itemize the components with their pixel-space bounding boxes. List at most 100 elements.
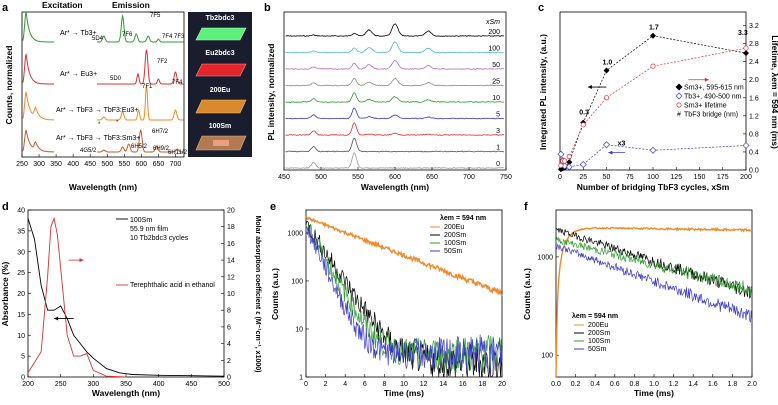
decay-curve-f-content-3 (555, 243, 753, 324)
y-tick-label-right-d: 8 (227, 308, 231, 315)
y-tick-label-right-c: 0.4 (749, 149, 759, 156)
x-tick-label-f-content: 1.6 (708, 381, 718, 388)
panel-letter-a: a (2, 2, 9, 14)
y-tick-label-d: 40 (17, 208, 25, 215)
peak-5D4: 5D4 (92, 36, 104, 42)
y-tick-label-d: 20 (17, 291, 25, 298)
point-c-lifetime (566, 153, 572, 160)
plot-frame-f (555, 209, 753, 378)
x-tick-label-d: 400 (153, 381, 165, 388)
x-tick-label-f-content: 0.8 (630, 381, 640, 388)
x-tick-label-d: 200 (22, 381, 34, 388)
series-label-a-2: Ar* → TbF3 → TbF3:Eu3+ (56, 107, 138, 114)
x-tick-label-f-content: 0.2 (571, 381, 581, 388)
peak-7F3: 7F3 (174, 34, 185, 40)
y-tick-label-right-c: 2.8 (749, 41, 759, 48)
plot-frame-a (21, 11, 185, 158)
x-tick-label-e-content: 14 (439, 381, 447, 388)
y-tick-label-right-d: 16 (227, 241, 235, 248)
emission-curve-a-2 (97, 84, 184, 121)
arrow-head-d-red (79, 258, 84, 263)
x-tick-label-e-content: 0 (304, 381, 308, 388)
decay-curve-f-content-2 (555, 236, 753, 297)
pl-curve-b-200 (285, 23, 504, 37)
x-tick-label-e-content: 12 (420, 381, 428, 388)
y-tick-label-right-c: 1.6 (749, 95, 759, 102)
y-axis-label-a: Counts, normalized (4, 46, 14, 125)
y-tick-label-right-c: 2.0 (749, 77, 759, 84)
legend-d-tpa: Terephthalic acid in ethanol (130, 282, 215, 289)
series-line-c-0 (560, 35, 747, 170)
x-tick-label-b: 700 (463, 174, 475, 181)
x-tick-label-e-content: 6 (363, 381, 367, 388)
legend-label-e: 50Sm (444, 248, 462, 255)
series-label-a-1: Ar* → Eu3+ (60, 71, 97, 78)
emission-label: Emission (112, 0, 150, 10)
point-c-lifetime (743, 45, 749, 51)
x-axis-label-a: Wavelength (nm) (69, 182, 137, 192)
legend-marker-c (675, 92, 683, 100)
x-tick-label-d: 450 (185, 381, 197, 388)
photo-tb2bdc3: Tb2bdc3 (195, 15, 247, 41)
photo-eu2bdc3: Eu2bdc3 (195, 50, 247, 77)
y-axis-label-b: PL intensity, normalized (266, 44, 276, 141)
x-tick-label-f-content: 2.0 (747, 381, 757, 388)
decay-curve-f-content-1 (555, 227, 753, 300)
legend-title-b: xSm (485, 19, 500, 26)
x-tick-label-a: 400 (67, 161, 79, 168)
pl-curve-b-1 (285, 137, 504, 153)
x-tick-label-d: 350 (120, 381, 132, 388)
y-tick-label-d: 30 (17, 249, 25, 256)
series-label-a-0: Ar* → Tb3+ (60, 30, 97, 37)
x-tick-label-e-content: 2 (324, 381, 328, 388)
y-tick-label-right-c: 0.8 (749, 131, 759, 138)
point-c-tb (557, 150, 565, 158)
point-c-sm (743, 50, 749, 57)
y-axis-right-label-c: Lifetime, λem = 594 nm (ms) (770, 35, 778, 149)
x-tick-label-c: 0 (558, 174, 562, 181)
y-tick-label-right-d: 10 (227, 291, 235, 298)
asterisk-1: * (98, 122, 101, 128)
x-tick-label-c: 100 (647, 174, 659, 181)
photo-label-100sm: 100Sm (209, 123, 232, 130)
legend-label-e: 200Sm (444, 232, 466, 239)
y-tick-label-d: 0 (21, 375, 25, 382)
x-tick-label-a: 450 (84, 161, 96, 168)
panel-letter-f: f (524, 201, 528, 213)
legend-label-f: 200Eu (588, 322, 608, 329)
y-tick-label-right-d: 4 (227, 341, 231, 348)
legend-title-e: λem = 594 nm (440, 214, 486, 222)
absorbance-curve-d-0 (27, 218, 225, 377)
legend-item-b: 5 (496, 112, 500, 119)
x-axis-label-c: Number of bridging TbF3 cycles, xSm (577, 182, 730, 192)
x-tick-label-e-content: 16 (459, 381, 467, 388)
y-tick-label-e-content: 1 (299, 375, 303, 382)
panel-b: b 450 500 550 600 650 700 750 2001005025105310… (264, 2, 512, 192)
point-c-tb (579, 160, 587, 168)
emission-curve-a-1 (97, 49, 184, 85)
x-tick-label-e-content: 4 (343, 381, 347, 388)
panel-f: f 0.0 0.2 0.4 0.6 0.8 1.0 1.2 1.4 1.6 1.8 2.0 100 10… (522, 201, 757, 398)
point-c-sm (603, 67, 610, 74)
point-c-lifetime (603, 95, 610, 101)
legend-d-line2: 55.9 nm film (130, 226, 168, 233)
asterisk-2: * (116, 120, 119, 126)
x-tick-label-b: 750 (500, 174, 512, 181)
x-tick-label-a: 500 (101, 161, 113, 168)
x-tick-label-d: 250 (55, 381, 67, 388)
annotation-x3: x3 (618, 141, 626, 148)
x-tick-label-e-content: 18 (479, 381, 487, 388)
panel-letter-c: c (538, 2, 544, 14)
x-tick-label-a: 300 (33, 161, 45, 168)
y-tick-label-e-content: 1000 (287, 230, 303, 237)
y-tick-label-d: 10 (17, 333, 25, 340)
photo-label-200eu: 200Eu (210, 87, 231, 94)
y-tick-label-d: 25 (17, 270, 25, 277)
pl-curve-b-0 (285, 152, 504, 169)
panel-letter-e: e (270, 201, 276, 213)
panel-letter-b: b (264, 2, 271, 14)
x-tick-label-a: 650 (153, 161, 165, 168)
legend-label-f: 200Sm (588, 330, 610, 337)
x-tick-label-b: 550 (352, 174, 364, 181)
